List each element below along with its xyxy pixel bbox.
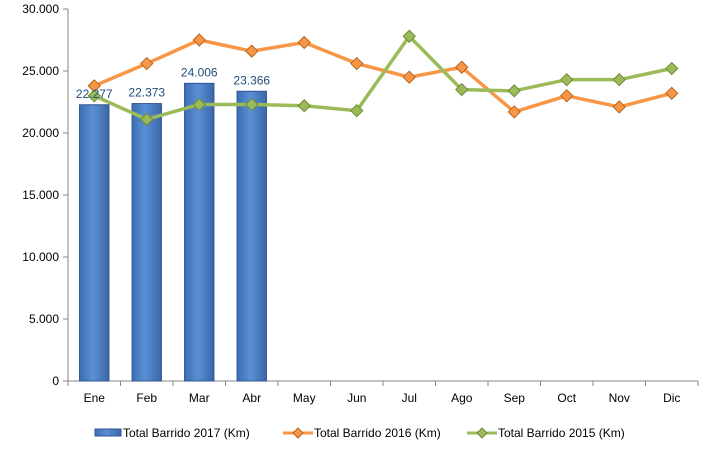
line-point-marker <box>402 29 416 43</box>
line-series-path <box>92 34 674 122</box>
line-point-marker <box>455 60 469 74</box>
legend-label: Total Barrido 2017 (Km) <box>123 426 250 440</box>
x-tick-label: Nov <box>609 391 630 405</box>
bar <box>79 104 110 382</box>
line-point-marker <box>612 72 626 87</box>
y-tick-label: 15.000 <box>22 188 59 202</box>
x-tick-label: Oct <box>557 391 576 405</box>
line-point-marker <box>455 82 469 97</box>
line-point-marker <box>612 100 626 114</box>
y-tick-label: 5.000 <box>29 312 59 326</box>
line-point-marker <box>297 35 311 50</box>
x-tick-label: Abr <box>242 391 261 405</box>
x-tick-label: Feb <box>136 391 157 405</box>
legend: Total Barrido 2017 (Km) Total Barrido 201… <box>94 426 625 440</box>
line-point-marker <box>507 84 521 98</box>
line-point-marker <box>297 99 311 113</box>
y-tick-label: 10.000 <box>22 250 59 264</box>
x-tick-label: May <box>293 391 316 405</box>
x-tick-label: Sep <box>504 391 526 405</box>
line-point-marker <box>245 97 259 112</box>
line-point-marker <box>665 86 679 101</box>
line-point-marker <box>140 56 154 71</box>
line-point-marker <box>140 112 154 127</box>
line-point-marker <box>192 97 206 112</box>
legend-swatch-bar <box>94 428 122 437</box>
line-point-marker <box>560 89 574 103</box>
bar-series <box>79 82 267 382</box>
bar-data-label: 22.373 <box>128 86 165 100</box>
bar-data-label: 24.006 <box>181 65 218 79</box>
line-series <box>87 29 679 127</box>
y-tick-label: 20.000 <box>22 126 59 140</box>
bar-data-label: 23.366 <box>233 73 270 87</box>
line-point-marker <box>192 33 206 47</box>
x-tick-label: Dic <box>663 391 680 405</box>
bar <box>184 82 215 382</box>
axes: 0 5.000 10.000 15.000 20.000 25.000 30.000 Ene F… <box>22 2 699 405</box>
bar <box>131 103 162 382</box>
legend-swatch-marker <box>476 427 488 439</box>
x-tick-label: Mar <box>189 391 210 405</box>
x-tick-label: Ago <box>451 391 473 405</box>
x-tick-label: Ene <box>84 391 106 405</box>
legend-label: Total Barrido 2015 (Km) <box>498 426 625 440</box>
bar-data-label: 22.277 <box>76 87 113 101</box>
y-tick-label: 30.000 <box>22 2 59 16</box>
line-series-path <box>92 38 674 114</box>
line-point-marker <box>402 70 416 84</box>
line-point-marker <box>87 89 101 103</box>
line-point-marker <box>350 103 364 118</box>
line-point-marker <box>665 61 679 76</box>
y-tick-label: 25.000 <box>22 64 59 78</box>
legend-swatch-marker <box>292 427 304 439</box>
bar <box>236 90 267 382</box>
line-point-marker <box>350 56 364 71</box>
y-tick-label: 0 <box>52 374 59 388</box>
x-tick-label: Jul <box>402 391 417 405</box>
line-point-marker <box>507 105 521 119</box>
line-point-marker <box>245 44 259 58</box>
line-point-marker <box>560 72 574 87</box>
data-labels: 22.277 22.373 24.006 23.366 <box>76 65 271 100</box>
legend-label: Total Barrido 2016 (Km) <box>314 426 441 440</box>
x-tick-label: Jun <box>347 391 366 405</box>
